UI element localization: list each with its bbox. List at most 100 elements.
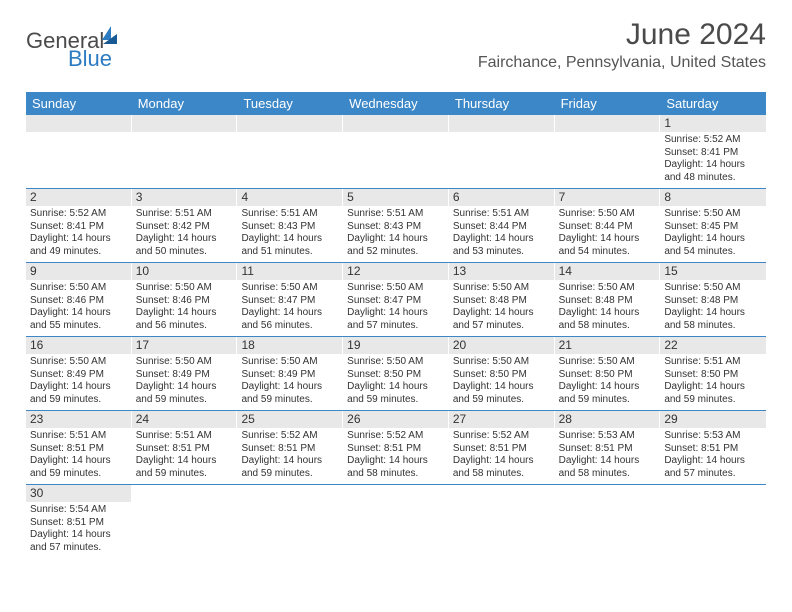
- daylight-line: Daylight: 14 hours and 56 minutes.: [136, 307, 234, 332]
- calendar-day: 4Sunrise: 5:51 AMSunset: 8:43 PMDaylight…: [237, 189, 343, 262]
- day-number: 26: [343, 411, 449, 428]
- day-body: Sunrise: 5:50 AMSunset: 8:47 PMDaylight:…: [343, 280, 449, 336]
- day-body: Sunrise: 5:50 AMSunset: 8:48 PMDaylight:…: [660, 280, 766, 336]
- calendar-day: 12Sunrise: 5:50 AMSunset: 8:47 PMDayligh…: [343, 263, 449, 336]
- day-body: Sunrise: 5:52 AMSunset: 8:41 PMDaylight:…: [660, 132, 766, 188]
- empty-num: [132, 115, 238, 132]
- day-body: Sunrise: 5:54 AMSunset: 8:51 PMDaylight:…: [26, 502, 132, 558]
- daylight-line: Daylight: 14 hours and 59 minutes.: [347, 381, 445, 406]
- sunset-line: Sunset: 8:51 PM: [453, 443, 551, 456]
- day-body: Sunrise: 5:52 AMSunset: 8:51 PMDaylight:…: [449, 428, 555, 484]
- day-number: 6: [449, 189, 555, 206]
- calendar-day: 21Sunrise: 5:50 AMSunset: 8:50 PMDayligh…: [555, 337, 661, 410]
- sunset-line: Sunset: 8:43 PM: [347, 221, 445, 234]
- sunrise-line: Sunrise: 5:51 AM: [136, 208, 234, 221]
- sunrise-line: Sunrise: 5:54 AM: [30, 504, 128, 517]
- sunset-line: Sunset: 8:49 PM: [136, 369, 234, 382]
- calendar-empty: [132, 115, 238, 188]
- day-number: 29: [660, 411, 766, 428]
- daylight-line: Daylight: 14 hours and 59 minutes.: [241, 381, 339, 406]
- calendar-day: 3Sunrise: 5:51 AMSunset: 8:42 PMDaylight…: [132, 189, 238, 262]
- day-number: 13: [449, 263, 555, 280]
- day-number: 18: [237, 337, 343, 354]
- day-body: Sunrise: 5:52 AMSunset: 8:41 PMDaylight:…: [26, 206, 132, 262]
- sunset-line: Sunset: 8:44 PM: [453, 221, 551, 234]
- brand-name-part2: Blue: [68, 46, 112, 71]
- sunset-line: Sunset: 8:46 PM: [30, 295, 128, 308]
- calendar-day: 1Sunrise: 5:52 AMSunset: 8:41 PMDaylight…: [660, 115, 766, 188]
- day-number: 24: [132, 411, 238, 428]
- weekday-label: Wednesday: [343, 92, 449, 115]
- day-body: Sunrise: 5:51 AMSunset: 8:51 PMDaylight:…: [132, 428, 238, 484]
- calendar-day: 19Sunrise: 5:50 AMSunset: 8:50 PMDayligh…: [343, 337, 449, 410]
- daylight-line: Daylight: 14 hours and 52 minutes.: [347, 233, 445, 258]
- title-block: June 2024 Fairchance, Pennsylvania, Unit…: [478, 18, 766, 72]
- calendar-day: 2Sunrise: 5:52 AMSunset: 8:41 PMDaylight…: [26, 189, 132, 262]
- weekday-label: Thursday: [449, 92, 555, 115]
- day-body: Sunrise: 5:50 AMSunset: 8:45 PMDaylight:…: [660, 206, 766, 262]
- day-body: Sunrise: 5:50 AMSunset: 8:46 PMDaylight:…: [132, 280, 238, 336]
- day-body: Sunrise: 5:50 AMSunset: 8:48 PMDaylight:…: [449, 280, 555, 336]
- weekday-label: Monday: [132, 92, 238, 115]
- day-number: 14: [555, 263, 661, 280]
- brand-name: General Blue: [26, 28, 127, 80]
- day-number: 3: [132, 189, 238, 206]
- calendar-day: 14Sunrise: 5:50 AMSunset: 8:48 PMDayligh…: [555, 263, 661, 336]
- sunrise-line: Sunrise: 5:50 AM: [453, 282, 551, 295]
- day-number: 8: [660, 189, 766, 206]
- daylight-line: Daylight: 14 hours and 54 minutes.: [664, 233, 762, 258]
- weekday-label: Saturday: [660, 92, 766, 115]
- sunrise-line: Sunrise: 5:50 AM: [664, 208, 762, 221]
- day-number: 25: [237, 411, 343, 428]
- sunset-line: Sunset: 8:47 PM: [241, 295, 339, 308]
- day-body: Sunrise: 5:51 AMSunset: 8:44 PMDaylight:…: [449, 206, 555, 262]
- daylight-line: Daylight: 14 hours and 58 minutes.: [664, 307, 762, 332]
- sunset-line: Sunset: 8:51 PM: [241, 443, 339, 456]
- calendar-empty: [343, 485, 449, 558]
- daylight-line: Daylight: 14 hours and 59 minutes.: [30, 455, 128, 480]
- empty-num: [449, 115, 555, 132]
- day-number: 15: [660, 263, 766, 280]
- weekday-header: SundayMondayTuesdayWednesdayThursdayFrid…: [26, 92, 766, 115]
- day-body: Sunrise: 5:51 AMSunset: 8:51 PMDaylight:…: [26, 428, 132, 484]
- sunrise-line: Sunrise: 5:52 AM: [453, 430, 551, 443]
- day-number: 9: [26, 263, 132, 280]
- sunrise-line: Sunrise: 5:51 AM: [136, 430, 234, 443]
- day-body: Sunrise: 5:50 AMSunset: 8:47 PMDaylight:…: [237, 280, 343, 336]
- calendar-day: 26Sunrise: 5:52 AMSunset: 8:51 PMDayligh…: [343, 411, 449, 484]
- sunset-line: Sunset: 8:51 PM: [30, 517, 128, 530]
- daylight-line: Daylight: 14 hours and 59 minutes.: [241, 455, 339, 480]
- weekday-label: Tuesday: [237, 92, 343, 115]
- day-number: 28: [555, 411, 661, 428]
- daylight-line: Daylight: 14 hours and 59 minutes.: [559, 381, 657, 406]
- sunset-line: Sunset: 8:50 PM: [453, 369, 551, 382]
- sunrise-line: Sunrise: 5:52 AM: [664, 134, 762, 147]
- sunrise-line: Sunrise: 5:50 AM: [136, 282, 234, 295]
- sunrise-line: Sunrise: 5:50 AM: [241, 356, 339, 369]
- day-number: 12: [343, 263, 449, 280]
- sunset-line: Sunset: 8:48 PM: [559, 295, 657, 308]
- daylight-line: Daylight: 14 hours and 59 minutes.: [664, 381, 762, 406]
- day-number: 2: [26, 189, 132, 206]
- calendar-day: 13Sunrise: 5:50 AMSunset: 8:48 PMDayligh…: [449, 263, 555, 336]
- day-body: Sunrise: 5:53 AMSunset: 8:51 PMDaylight:…: [660, 428, 766, 484]
- daylight-line: Daylight: 14 hours and 57 minutes.: [30, 529, 128, 554]
- calendar-empty: [343, 115, 449, 188]
- day-body: Sunrise: 5:52 AMSunset: 8:51 PMDaylight:…: [343, 428, 449, 484]
- calendar-empty: [449, 485, 555, 558]
- sunset-line: Sunset: 8:51 PM: [664, 443, 762, 456]
- sunrise-line: Sunrise: 5:52 AM: [347, 430, 445, 443]
- sunrise-line: Sunrise: 5:50 AM: [30, 356, 128, 369]
- day-body: Sunrise: 5:50 AMSunset: 8:50 PMDaylight:…: [449, 354, 555, 410]
- header: General Blue June 2024 Fairchance, Penns…: [0, 0, 792, 86]
- day-body: Sunrise: 5:50 AMSunset: 8:49 PMDaylight:…: [237, 354, 343, 410]
- daylight-line: Daylight: 14 hours and 59 minutes.: [453, 381, 551, 406]
- calendar-empty: [237, 115, 343, 188]
- sunset-line: Sunset: 8:47 PM: [347, 295, 445, 308]
- sunrise-line: Sunrise: 5:50 AM: [559, 356, 657, 369]
- calendar-day: 22Sunrise: 5:51 AMSunset: 8:50 PMDayligh…: [660, 337, 766, 410]
- calendar-week: 2Sunrise: 5:52 AMSunset: 8:41 PMDaylight…: [26, 189, 766, 263]
- sunset-line: Sunset: 8:46 PM: [136, 295, 234, 308]
- empty-num: [343, 115, 449, 132]
- calendar-day: 16Sunrise: 5:50 AMSunset: 8:49 PMDayligh…: [26, 337, 132, 410]
